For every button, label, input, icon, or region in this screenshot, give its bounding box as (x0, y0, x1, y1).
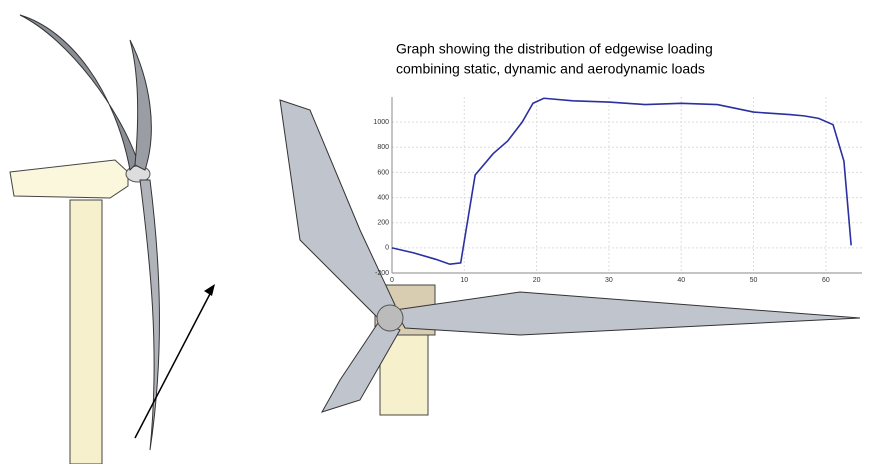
x-tick-label: 0 (390, 277, 394, 284)
page: {"chart_data": {"type": "line", "title":… (0, 0, 872, 464)
y-tick-label: 200 (377, 220, 389, 227)
x-tick-label: 10 (460, 277, 468, 284)
plot-background (392, 97, 862, 273)
x-tick-label: 30 (605, 277, 613, 284)
turbine-left (10, 15, 215, 464)
x-tick-label: 40 (677, 277, 685, 284)
nacelle (10, 160, 128, 198)
y-tick-label: 600 (377, 169, 389, 176)
y-tick-label: 1000 (373, 119, 389, 126)
arrow (135, 290, 212, 438)
x-tick-label: 50 (750, 277, 758, 284)
x-tick-label: 20 (533, 277, 541, 284)
hub (377, 305, 403, 331)
blade (395, 292, 860, 335)
chart-title: combining static, dynamic and aerodynami… (396, 61, 705, 77)
chart-title: Graph showing the distribution of edgewi… (396, 41, 713, 57)
blade (20, 15, 138, 170)
blade (280, 100, 395, 320)
tower (70, 200, 102, 464)
figure: Graph showing the distribution of edgewi… (0, 0, 872, 464)
y-tick-label: -200 (375, 270, 389, 277)
y-tick-label: 400 (377, 194, 389, 201)
y-tick-label: 0 (385, 245, 389, 252)
arrow-head (204, 284, 215, 296)
y-tick-label: 800 (377, 144, 389, 151)
x-tick-label: 60 (822, 277, 830, 284)
